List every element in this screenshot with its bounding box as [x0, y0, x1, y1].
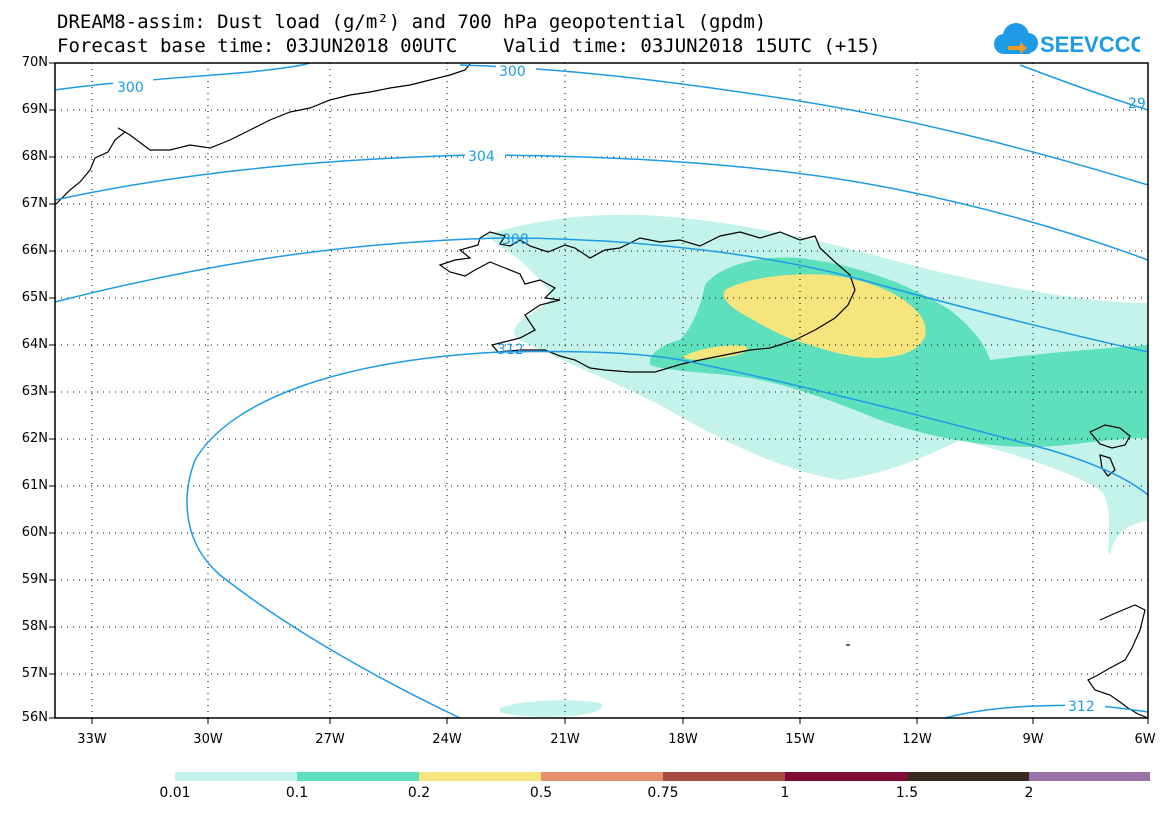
- lat-label-61n: 61N: [21, 478, 48, 493]
- geopotential-contours: [54, 62, 1149, 719]
- scotland-coast: [1087, 604, 1149, 719]
- map-subtitle: Forecast base time: 03JUN2018 00UTC Vali…: [57, 35, 881, 57]
- lon-label-18w: 18W: [668, 732, 698, 747]
- colorbar-bin-2: [297, 772, 419, 781]
- lat-label-69n: 69N: [21, 102, 48, 117]
- map-frame: [54, 62, 1149, 719]
- colorbar-bin-6: [785, 772, 907, 781]
- faroe-coast: [1089, 424, 1131, 449]
- axis-ticks: [49, 62, 1149, 724]
- colorbar-bin-3: [419, 772, 541, 781]
- lon-label-12w: 12W: [902, 732, 932, 747]
- contour-308: [54, 237, 1149, 353]
- colorbar-label-0.5: 0.5: [529, 785, 553, 801]
- lat-label-63n: 63N: [21, 384, 48, 399]
- lon-label-21w: 21W: [550, 732, 580, 747]
- colorbar-label-0.2: 0.2: [407, 785, 431, 801]
- contour-312-south: [944, 704, 1149, 719]
- colorbar-label-0.01: 0.01: [159, 785, 191, 801]
- lon-label-6w: 6W: [1134, 732, 1156, 747]
- colorbar: [175, 772, 1150, 781]
- contour-label-308: 308: [502, 232, 529, 248]
- contour-label-312-south: 312: [1068, 699, 1095, 715]
- contour-29x: [1019, 64, 1149, 111]
- dust-region-high-small: [682, 345, 748, 360]
- lon-label-27w: 27W: [315, 732, 345, 747]
- colorbar-bin-1: [175, 772, 297, 781]
- colorbar-bin-4: [541, 772, 663, 781]
- dust-fill-layer: [485, 214, 1148, 717]
- contour-label-312: 312: [497, 342, 524, 358]
- contour-300-center: [459, 64, 1149, 186]
- lat-label-59n: 59N: [21, 572, 48, 587]
- lat-label-68n: 68N: [21, 149, 48, 164]
- contour-304: [54, 154, 1149, 261]
- colorbar-bin-8: [1029, 772, 1150, 781]
- map-title: DREAM8-assim: Dust load (g/m²) and 700 h…: [57, 11, 767, 33]
- contour-label-29: 29: [1128, 96, 1146, 112]
- lat-label-58n: 58N: [21, 619, 48, 634]
- iceland-coast: [438, 231, 856, 373]
- logo-text: SEEVCCC: [1040, 32, 1140, 57]
- dust-region-high: [723, 274, 926, 358]
- lat-label-56n: 56N: [21, 710, 48, 725]
- lat-label-57n: 57N: [21, 666, 48, 681]
- contour-300-west: [54, 62, 311, 91]
- seevccc-logo: SEEVCCC: [994, 23, 1140, 57]
- coastlines: [54, 63, 1149, 719]
- colorbar-label-0.75: 0.75: [647, 785, 679, 801]
- lat-label-67n: 67N: [21, 196, 48, 211]
- greenland-coast: [54, 63, 471, 206]
- lat-label-62n: 62N: [21, 431, 48, 446]
- contour-312-main: [186, 350, 1149, 719]
- colorbar-label-1.5: 1.5: [895, 785, 919, 801]
- lon-label-33w: 33W: [77, 732, 107, 747]
- lat-label-64n: 64N: [21, 337, 48, 352]
- lon-label-24w: 24W: [432, 732, 462, 747]
- cloud-icon: [994, 23, 1038, 54]
- colorbar-label-0.1: 0.1: [285, 785, 309, 801]
- contour-label-304: 304: [468, 149, 495, 165]
- colorbar-bin-5: [663, 772, 785, 781]
- colorbar-bin-7: [907, 772, 1029, 781]
- contour-labels: 300 300 29 304 308 312 312: [113, 62, 1146, 715]
- lat-label-66n: 66N: [21, 243, 48, 258]
- contour-label-300-center: 300: [499, 64, 526, 80]
- colorbar-label-2: 2: [1024, 785, 1034, 801]
- lon-label-15w: 15W: [785, 732, 815, 747]
- dust-region-south: [500, 700, 603, 717]
- contour-label-300-west: 300: [117, 80, 144, 96]
- lat-label-70n: 70N: [21, 55, 48, 70]
- lat-label-60n: 60N: [21, 525, 48, 540]
- colorbar-label-1: 1: [780, 785, 790, 801]
- lon-label-30w: 30W: [193, 732, 223, 747]
- lat-label-65n: 65N: [21, 290, 48, 305]
- lon-label-9w: 9W: [1022, 732, 1044, 747]
